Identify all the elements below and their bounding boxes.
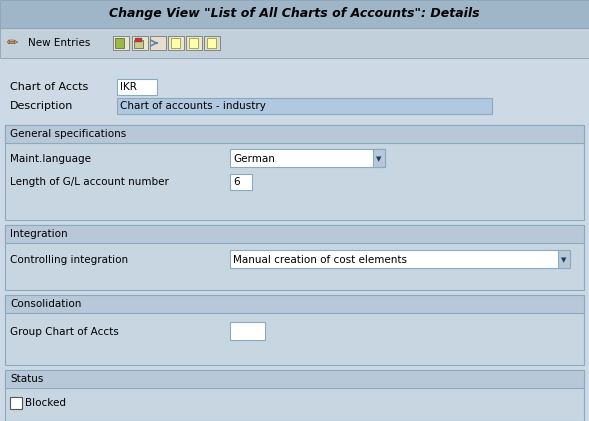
Bar bbox=[134, 40, 143, 48]
Bar bbox=[186, 36, 202, 50]
Text: Chart of Accts: Chart of Accts bbox=[10, 82, 88, 92]
Text: Maint.language: Maint.language bbox=[10, 154, 91, 164]
Bar bbox=[230, 149, 385, 167]
Bar bbox=[5, 295, 584, 365]
Text: New Entries: New Entries bbox=[28, 38, 90, 48]
Bar bbox=[171, 38, 180, 48]
Text: Consolidation: Consolidation bbox=[10, 299, 81, 309]
Bar bbox=[204, 36, 220, 50]
Bar bbox=[150, 36, 166, 50]
Text: Status: Status bbox=[10, 374, 44, 384]
Bar bbox=[117, 98, 492, 114]
Bar bbox=[230, 322, 265, 340]
Bar bbox=[5, 225, 584, 290]
Text: Group Chart of Accts: Group Chart of Accts bbox=[10, 327, 119, 337]
Text: Change View "List of All Charts of Accounts": Details: Change View "List of All Charts of Accou… bbox=[109, 8, 479, 21]
Text: ▼: ▼ bbox=[376, 156, 382, 162]
Bar bbox=[132, 36, 148, 50]
Text: ▼: ▼ bbox=[561, 257, 567, 263]
Bar bbox=[558, 250, 570, 268]
Bar bbox=[5, 370, 584, 421]
Text: Manual creation of cost elements: Manual creation of cost elements bbox=[233, 255, 407, 265]
Text: Description: Description bbox=[10, 101, 74, 111]
Bar bbox=[168, 36, 184, 50]
Text: 6: 6 bbox=[233, 177, 240, 187]
Bar bbox=[113, 36, 129, 50]
Bar bbox=[5, 370, 584, 388]
Bar bbox=[117, 79, 157, 95]
Bar bbox=[230, 174, 252, 190]
Bar bbox=[115, 38, 124, 48]
Bar bbox=[135, 38, 142, 42]
Text: Length of G/L account number: Length of G/L account number bbox=[10, 177, 169, 187]
Text: ✏: ✏ bbox=[6, 36, 18, 50]
Bar bbox=[207, 38, 216, 48]
Bar bbox=[5, 225, 584, 243]
Bar bbox=[5, 125, 584, 143]
Text: Integration: Integration bbox=[10, 229, 68, 239]
Text: German: German bbox=[233, 154, 275, 164]
Bar bbox=[0, 0, 589, 28]
Bar bbox=[10, 397, 22, 409]
Text: Blocked: Blocked bbox=[25, 398, 66, 408]
Bar bbox=[230, 250, 570, 268]
Bar bbox=[189, 38, 198, 48]
Text: Chart of accounts - industry: Chart of accounts - industry bbox=[120, 101, 266, 111]
Text: General specifications: General specifications bbox=[10, 129, 126, 139]
Text: Controlling integration: Controlling integration bbox=[10, 255, 128, 265]
Bar bbox=[373, 149, 385, 167]
Bar bbox=[5, 125, 584, 220]
Text: IKR: IKR bbox=[120, 82, 137, 92]
Bar bbox=[5, 295, 584, 313]
Bar bbox=[0, 28, 589, 58]
